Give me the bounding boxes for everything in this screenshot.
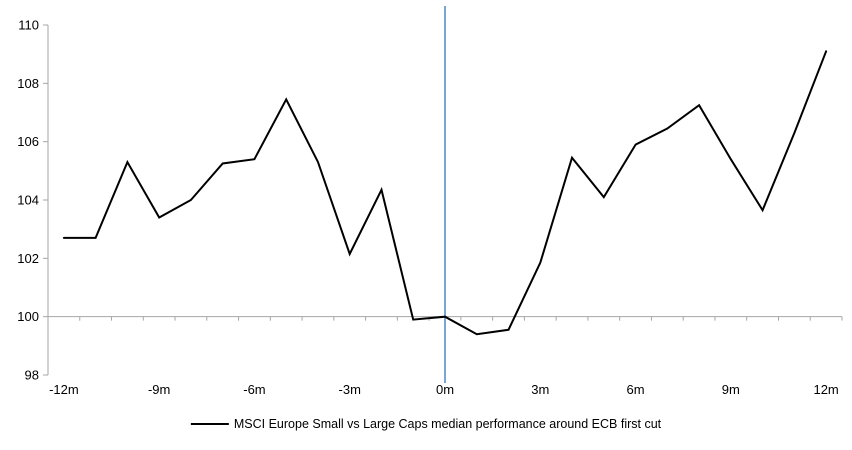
legend: MSCI Europe Small vs Large Caps median p… (190, 417, 662, 431)
x-tick-label: -9m (148, 382, 170, 397)
x-tick-label: 6m (627, 382, 645, 397)
y-tick-label: 102 (17, 251, 39, 266)
x-tick-label: -6m (243, 382, 265, 397)
x-tick-label: 0m (436, 382, 454, 397)
y-tick-label: 100 (17, 309, 39, 324)
y-tick-label: 106 (17, 134, 39, 149)
y-tick-label: 98 (25, 368, 39, 383)
x-tick-label: -3m (339, 382, 361, 397)
series-line (62, 50, 828, 336)
y-tick-label: 104 (17, 193, 39, 208)
y-tick-label: 110 (18, 18, 39, 33)
y-tick-label: 108 (17, 76, 39, 91)
x-tick-label: 9m (722, 382, 740, 397)
x-tick-label: -12m (49, 382, 79, 397)
legend-label: MSCI Europe Small vs Large Caps median p… (233, 417, 662, 431)
legend-line-marker (190, 423, 229, 425)
x-tick-label: 12m (813, 382, 838, 397)
x-tick-label: 3m (531, 382, 549, 397)
